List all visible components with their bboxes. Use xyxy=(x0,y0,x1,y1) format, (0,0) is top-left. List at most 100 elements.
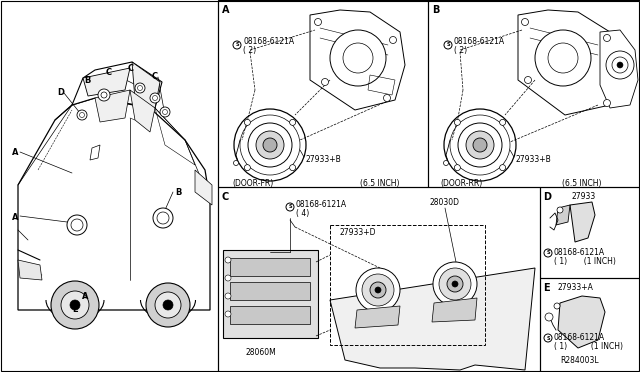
Bar xyxy=(540,187,640,278)
Text: B: B xyxy=(175,188,181,197)
Text: (6.5 INCH): (6.5 INCH) xyxy=(562,179,602,188)
Circle shape xyxy=(473,138,487,152)
Bar xyxy=(218,0,428,187)
Text: 27933+D: 27933+D xyxy=(340,228,376,237)
Polygon shape xyxy=(72,62,162,108)
Circle shape xyxy=(225,257,231,263)
Circle shape xyxy=(525,77,531,83)
Circle shape xyxy=(256,131,284,159)
Text: 28030D: 28030D xyxy=(430,198,460,207)
Text: ( 2): ( 2) xyxy=(454,46,467,55)
Circle shape xyxy=(450,115,510,175)
Polygon shape xyxy=(432,298,477,322)
Circle shape xyxy=(390,36,397,44)
Text: A: A xyxy=(12,213,19,222)
Circle shape xyxy=(51,281,99,329)
Bar xyxy=(230,282,310,300)
Circle shape xyxy=(370,282,386,298)
Text: ( 2): ( 2) xyxy=(243,46,256,55)
Circle shape xyxy=(286,203,294,211)
Bar xyxy=(330,225,485,345)
Circle shape xyxy=(290,119,296,125)
Circle shape xyxy=(157,212,169,224)
Text: B: B xyxy=(84,76,90,85)
Bar xyxy=(428,0,640,187)
Circle shape xyxy=(375,287,381,293)
Circle shape xyxy=(79,112,84,118)
Circle shape xyxy=(522,19,529,26)
Circle shape xyxy=(225,275,231,281)
Circle shape xyxy=(500,119,506,125)
Circle shape xyxy=(225,311,231,317)
Circle shape xyxy=(138,86,143,90)
Text: 08168-6121A: 08168-6121A xyxy=(554,248,605,257)
Text: B: B xyxy=(432,5,440,15)
Text: 27933+B: 27933+B xyxy=(305,155,340,164)
Text: 27933+A: 27933+A xyxy=(558,283,594,292)
Circle shape xyxy=(447,276,463,292)
Circle shape xyxy=(500,165,506,171)
Circle shape xyxy=(67,215,87,235)
Polygon shape xyxy=(90,145,100,160)
Circle shape xyxy=(135,83,145,93)
Circle shape xyxy=(240,115,300,175)
Text: 08168-6121A: 08168-6121A xyxy=(296,200,347,209)
Bar xyxy=(230,306,310,324)
Text: 28060M: 28060M xyxy=(245,348,276,357)
Circle shape xyxy=(466,131,494,159)
Circle shape xyxy=(604,35,611,42)
Circle shape xyxy=(557,207,563,213)
Circle shape xyxy=(290,165,296,171)
Circle shape xyxy=(155,292,181,318)
Polygon shape xyxy=(95,90,130,122)
Circle shape xyxy=(101,92,107,98)
Text: E: E xyxy=(72,305,77,314)
Circle shape xyxy=(535,30,591,86)
Circle shape xyxy=(160,107,170,117)
Text: 08168-6121A: 08168-6121A xyxy=(454,37,505,46)
Circle shape xyxy=(452,281,458,287)
Circle shape xyxy=(343,43,373,73)
Circle shape xyxy=(458,123,502,167)
Bar xyxy=(223,250,318,338)
Text: A: A xyxy=(82,292,88,301)
Circle shape xyxy=(454,165,460,171)
Polygon shape xyxy=(600,30,638,108)
Text: C: C xyxy=(128,64,134,73)
Circle shape xyxy=(356,268,400,312)
Text: C: C xyxy=(222,192,229,202)
Circle shape xyxy=(544,334,552,342)
Circle shape xyxy=(244,165,250,171)
Text: A: A xyxy=(222,5,230,15)
Polygon shape xyxy=(18,98,210,310)
Text: (DOOR-RR): (DOOR-RR) xyxy=(440,179,483,188)
Text: ( 4): ( 4) xyxy=(296,209,309,218)
Text: S: S xyxy=(288,205,292,209)
Circle shape xyxy=(233,41,241,49)
Circle shape xyxy=(383,94,390,102)
Circle shape xyxy=(330,30,386,86)
Text: ( 1)          (1 INCH): ( 1) (1 INCH) xyxy=(554,342,623,351)
Text: S: S xyxy=(547,336,550,340)
Circle shape xyxy=(71,219,83,231)
Circle shape xyxy=(163,300,173,310)
Text: C: C xyxy=(106,68,112,77)
Circle shape xyxy=(314,19,321,26)
Polygon shape xyxy=(558,296,605,348)
Text: 27933: 27933 xyxy=(572,192,596,201)
Text: (6.5 INCH): (6.5 INCH) xyxy=(360,179,399,188)
Polygon shape xyxy=(132,62,160,108)
Circle shape xyxy=(444,41,452,49)
Text: E: E xyxy=(543,283,550,293)
Circle shape xyxy=(248,123,292,167)
Circle shape xyxy=(263,138,277,152)
Text: C: C xyxy=(152,72,158,81)
Text: S: S xyxy=(236,42,239,48)
Text: (DOOR-FR): (DOOR-FR) xyxy=(232,179,273,188)
Text: ( 1)       (1 INCH): ( 1) (1 INCH) xyxy=(554,257,616,266)
Circle shape xyxy=(544,249,552,257)
Polygon shape xyxy=(518,10,620,115)
Circle shape xyxy=(150,93,160,103)
Circle shape xyxy=(234,109,306,181)
Circle shape xyxy=(606,51,634,79)
